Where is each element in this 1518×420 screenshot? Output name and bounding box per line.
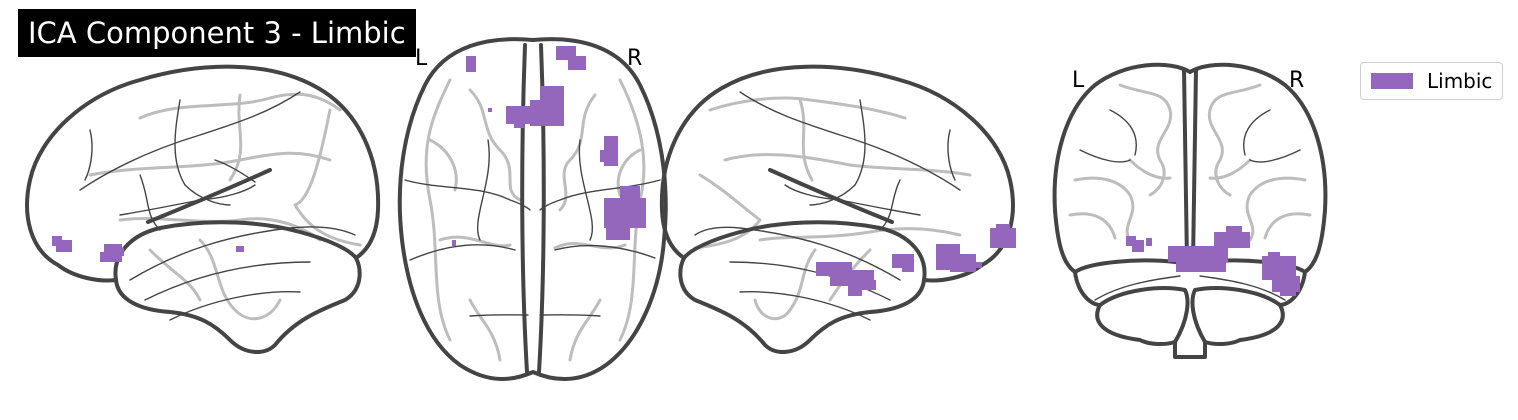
limbic-activation-blobs-sagittal-left: [52, 236, 244, 262]
axial-left-label: L: [415, 46, 428, 71]
figure-title: ICA Component 3 - Limbic: [28, 16, 406, 50]
limbic-activation-blobs-axial: [452, 46, 646, 246]
coronal-view: [1052, 62, 1328, 359]
legend: Limbic: [1360, 62, 1504, 100]
limbic-activation-blobs-coronal: [1126, 226, 1300, 296]
figure-title-box: ICA Component 3 - Limbic: [18, 9, 416, 57]
left-sagittal-view: [25, 64, 381, 354]
legend-label-limbic: Limbic: [1427, 69, 1493, 93]
limbic-activation-blobs-sagittal-right: [816, 224, 1016, 296]
right-sagittal-view: [659, 64, 1016, 354]
coronal-right-label: R: [1289, 68, 1305, 93]
coronal-left-label: L: [1072, 68, 1085, 93]
axial-right-label: R: [627, 46, 643, 71]
axial-view: [397, 37, 668, 381]
legend-swatch-limbic: [1371, 73, 1413, 89]
